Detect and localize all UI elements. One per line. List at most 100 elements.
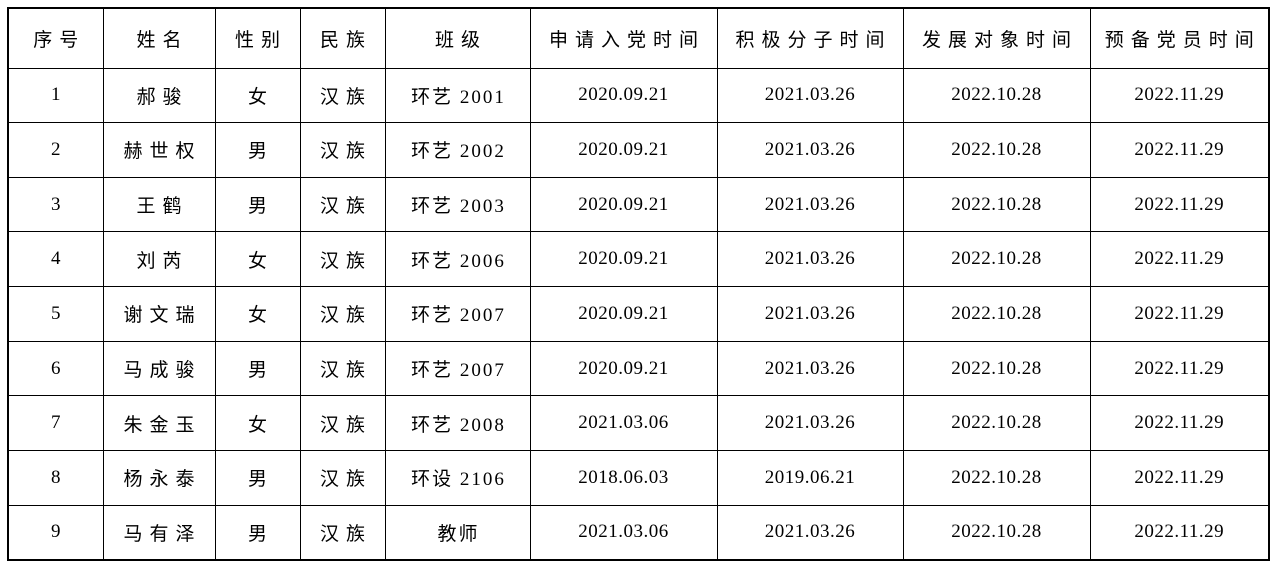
cell-name: 刘芮 — [102, 231, 216, 288]
cell-apply-date: 2020.09.21 — [529, 340, 718, 397]
cell-ethnicity: 汉族 — [299, 67, 386, 124]
cell-ethnicity: 汉族 — [299, 286, 386, 342]
cell-development-date: 2022.10.28 — [902, 122, 1091, 178]
cell-name: 谢文瑞 — [102, 286, 216, 342]
cell-activist-date: 2021.03.26 — [716, 67, 904, 124]
cell-ethnicity: 汉族 — [299, 395, 386, 452]
cell-class: 环艺 2006 — [384, 231, 531, 288]
cell-probationary-date: 2022.11.29 — [1089, 340, 1270, 397]
table-row: 1 郝骏女汉族 环艺 2001 2020.09.21 2021.03.26 2022.10… — [7, 67, 1270, 124]
cell-class: 环艺 2003 — [384, 176, 531, 233]
cell-apply-date: 2020.09.21 — [529, 176, 718, 233]
cell-development-date: 2022.10.28 — [902, 340, 1091, 397]
cell-development-date: 2022.10.28 — [902, 231, 1091, 288]
cell-probationary-date: 2022.11.29 — [1089, 395, 1270, 452]
cell-class: 环艺 2002 — [384, 122, 531, 178]
cell-probationary-date: 2022.11.29 — [1089, 122, 1270, 178]
cell-ethnicity: 汉族 — [299, 231, 386, 288]
cell-ethnicity: 汉族 — [299, 340, 386, 397]
cell-activist-date: 2021.03.26 — [716, 340, 904, 397]
cell-probationary-date: 2022.11.29 — [1089, 176, 1270, 233]
table-row: 7 朱金玉女汉族 环艺 2008 2021.03.06 2021.03.26 2022.1… — [7, 395, 1270, 452]
column-header-name: 姓名 — [102, 7, 216, 69]
cell-name: 赫世权 — [102, 122, 216, 178]
cell-probationary-date: 2022.11.29 — [1089, 231, 1270, 288]
cell-gender: 女 — [214, 231, 301, 288]
cell-index: 1 — [7, 67, 104, 124]
cell-activist-date: 2021.03.26 — [716, 231, 904, 288]
cell-class: 环艺 2008 — [384, 395, 531, 452]
cell-gender: 女 — [214, 67, 301, 124]
cell-class: 环艺 2007 — [384, 340, 531, 397]
party-member-roster-table: 序号 姓名 性别 民族 班级 申请入党时间 积极分子时间 发展对象时间 预备党员时间 1 郝骏女汉… — [7, 7, 1270, 561]
table-body: 1 郝骏女汉族 环艺 2001 2020.09.21 2021.03.26 2022.10… — [7, 67, 1270, 561]
cell-ethnicity: 汉族 — [299, 450, 386, 506]
cell-activist-date: 2021.03.26 — [716, 395, 904, 452]
cell-name: 朱金玉 — [102, 395, 216, 452]
column-header-class: 班级 — [384, 7, 531, 69]
cell-name: 马成骏 — [102, 340, 216, 397]
cell-class: 教师 — [384, 504, 531, 561]
cell-apply-date: 2018.06.03 — [529, 450, 718, 506]
cell-ethnicity: 汉族 — [299, 176, 386, 233]
cell-activist-date: 2021.03.26 — [716, 286, 904, 342]
cell-name: 杨永泰 — [102, 450, 216, 506]
cell-index: 6 — [7, 340, 104, 397]
cell-class: 环设 2106 — [384, 450, 531, 506]
cell-name: 马有泽 — [102, 504, 216, 561]
cell-gender: 女 — [214, 395, 301, 452]
cell-index: 5 — [7, 286, 104, 342]
cell-apply-date: 2020.09.21 — [529, 122, 718, 178]
column-header-probationary-date: 预备党员时间 — [1089, 7, 1270, 69]
cell-apply-date: 2021.03.06 — [529, 504, 718, 561]
cell-ethnicity: 汉族 — [299, 122, 386, 178]
cell-development-date: 2022.10.28 — [902, 395, 1091, 452]
table-row: 8 杨永泰男汉族 环设 2106 2018.06.03 2019.06.21 2022.1… — [7, 450, 1270, 506]
cell-development-date: 2022.10.28 — [902, 450, 1091, 506]
column-header-gender: 性别 — [214, 7, 301, 69]
cell-apply-date: 2021.03.06 — [529, 395, 718, 452]
cell-gender: 男 — [214, 122, 301, 178]
cell-activist-date: 2021.03.26 — [716, 176, 904, 233]
table-row: 9 马有泽男汉族 教师 2021.03.06 2021.03.26 2022.10.28 2… — [7, 504, 1270, 561]
cell-activist-date: 2019.06.21 — [716, 450, 904, 506]
cell-ethnicity: 汉族 — [299, 504, 386, 561]
column-header-activist-date: 积极分子时间 — [716, 7, 904, 69]
column-header-development-date: 发展对象时间 — [902, 7, 1091, 69]
table-row: 3 王鹤男汉族 环艺 2003 2020.09.21 2021.03.26 2022.10… — [7, 176, 1270, 233]
cell-index: 4 — [7, 231, 104, 288]
column-header-index: 序号 — [7, 7, 104, 69]
cell-development-date: 2022.10.28 — [902, 286, 1091, 342]
table-row: 5 谢文瑞女汉族 环艺 2007 2020.09.21 2021.03.26 2022.1… — [7, 286, 1270, 342]
column-header-ethnicity: 民族 — [299, 7, 386, 69]
cell-apply-date: 2020.09.21 — [529, 286, 718, 342]
cell-probationary-date: 2022.11.29 — [1089, 67, 1270, 124]
cell-probationary-date: 2022.11.29 — [1089, 504, 1270, 561]
table-row: 4 刘芮女汉族 环艺 2006 2020.09.21 2021.03.26 2022.10… — [7, 231, 1270, 288]
cell-gender: 男 — [214, 340, 301, 397]
cell-apply-date: 2020.09.21 — [529, 67, 718, 124]
cell-index: 8 — [7, 450, 104, 506]
cell-activist-date: 2021.03.26 — [716, 504, 904, 561]
table-row: 6 马成骏男汉族 环艺 2007 2020.09.21 2021.03.26 2022.1… — [7, 340, 1270, 397]
cell-gender: 男 — [214, 504, 301, 561]
column-header-apply-date: 申请入党时间 — [529, 7, 718, 69]
cell-class: 环艺 2001 — [384, 67, 531, 124]
cell-class: 环艺 2007 — [384, 286, 531, 342]
table-row: 2 赫世权男汉族 环艺 2002 2020.09.21 2021.03.26 2022.1… — [7, 122, 1270, 178]
cell-name: 郝骏 — [102, 67, 216, 124]
cell-gender: 女 — [214, 286, 301, 342]
cell-index: 7 — [7, 395, 104, 452]
cell-gender: 男 — [214, 176, 301, 233]
cell-probationary-date: 2022.11.29 — [1089, 450, 1270, 506]
cell-index: 2 — [7, 122, 104, 178]
cell-apply-date: 2020.09.21 — [529, 231, 718, 288]
cell-activist-date: 2021.03.26 — [716, 122, 904, 178]
cell-index: 9 — [7, 504, 104, 561]
cell-index: 3 — [7, 176, 104, 233]
cell-probationary-date: 2022.11.29 — [1089, 286, 1270, 342]
cell-gender: 男 — [214, 450, 301, 506]
header-row: 序号 姓名 性别 民族 班级 申请入党时间 积极分子时间 发展对象时间 预备党员时间 — [7, 7, 1270, 69]
cell-development-date: 2022.10.28 — [902, 176, 1091, 233]
